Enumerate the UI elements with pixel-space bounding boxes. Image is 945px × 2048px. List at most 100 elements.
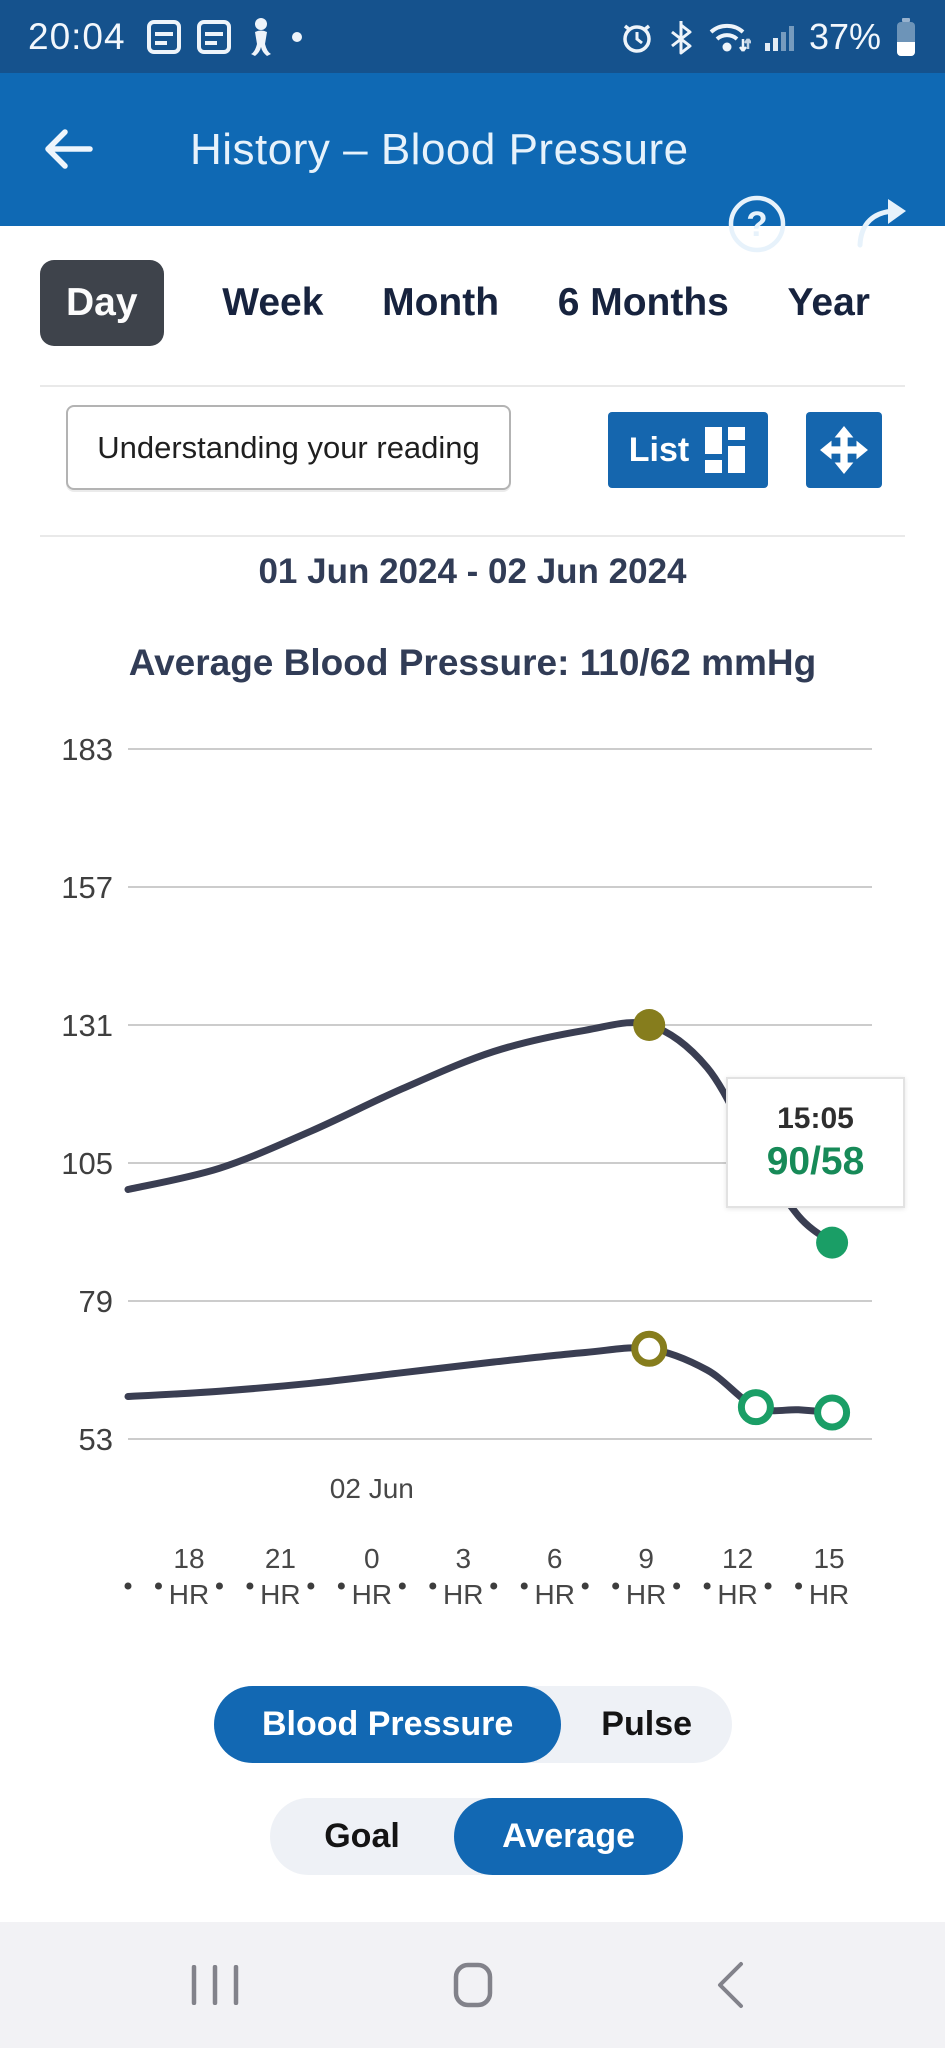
back-chevron-icon: [718, 1962, 743, 2008]
x-minor-dot: [673, 1582, 681, 1590]
tab-6-months[interactable]: 6 Months: [557, 281, 729, 324]
x-tick-unit-label: HR: [169, 1579, 209, 1610]
x-tick-unit-label: HR: [626, 1579, 666, 1610]
x-tick-hour-label: 21: [265, 1543, 296, 1574]
x-tick-unit-label: HR: [260, 1579, 300, 1610]
accessibility-person-icon: [250, 17, 271, 56]
help-button[interactable]: ?: [726, 193, 788, 260]
y-tick-label: 131: [61, 1008, 113, 1043]
x-minor-dot: [520, 1582, 528, 1590]
x-minor-dot: [154, 1582, 162, 1590]
home-button[interactable]: [438, 1950, 508, 2020]
tab-month[interactable]: Month: [382, 281, 500, 324]
memo-icon: [196, 19, 231, 54]
marker-olive-ring[interactable]: [631, 1330, 668, 1367]
android-nav-bar: [0, 1922, 945, 2048]
x-tick-hour-label: 3: [455, 1543, 471, 1574]
x-minor-dot: [124, 1582, 132, 1590]
toggle-goal[interactable]: Goal: [324, 1817, 400, 1855]
x-minor-dot: [795, 1582, 803, 1590]
series-line-diastolic: [124, 1344, 836, 1416]
understanding-reading-button[interactable]: Understanding your reading: [66, 405, 511, 490]
divider: [40, 535, 905, 537]
recents-icon: [191, 1965, 239, 2005]
back-arrow-icon: [45, 129, 93, 169]
app-header: History – Blood Pressure ?: [0, 73, 945, 253]
overlay-toggle: Goal Average: [270, 1798, 683, 1875]
battery-percent-text: 37%: [808, 15, 881, 57]
x-minor-dot: [612, 1582, 620, 1590]
home-icon: [453, 1962, 492, 2008]
status-bar: 20:04: [0, 0, 945, 73]
share-forward-icon: [857, 199, 906, 248]
marker-green-ring[interactable]: [737, 1389, 774, 1426]
toggle-pulse[interactable]: Pulse: [601, 1705, 693, 1743]
list-view-label: List: [628, 430, 690, 469]
list-grid-icon: [705, 427, 746, 473]
time-range-tabs: Day Week Month 6 Months Year: [40, 260, 870, 346]
x-minor-dot: [703, 1582, 711, 1590]
alarm-icon: [623, 24, 651, 53]
y-tick-label: 157: [61, 870, 113, 905]
marker-green-filled[interactable]: [816, 1226, 849, 1259]
toggle-average[interactable]: Average: [454, 1798, 683, 1875]
x-day-label: 02 Jun: [330, 1473, 414, 1504]
toggle-blood-pressure[interactable]: Blood Pressure: [214, 1686, 562, 1763]
average-bp-label: Average Blood Pressure: 110/62 mmHg: [128, 642, 817, 683]
x-tick-unit-label: HR: [534, 1579, 574, 1610]
wifi-arrows-icon: [709, 23, 751, 52]
understanding-reading-label: Understanding your reading: [97, 429, 480, 465]
x-minor-dot: [398, 1582, 406, 1590]
recents-button[interactable]: [180, 1950, 250, 2020]
x-tick-unit-label: HR: [352, 1579, 392, 1610]
y-tick-label: 53: [79, 1422, 113, 1457]
nav-back-button[interactable]: [695, 1950, 765, 2020]
bp-line-chart[interactable]: 183 157 131 105 79 53 18 HR 21 HR 0 HR 3 HR 6 HR 9 HR 12 HR…: [0, 735, 945, 1625]
x-tick-unit-label: HR: [443, 1579, 483, 1610]
tooltip-time: 15:05: [777, 1101, 854, 1135]
x-minor-dot: [429, 1582, 437, 1590]
x-minor-dot: [764, 1582, 772, 1590]
svg-text:?: ?: [746, 205, 767, 244]
battery-icon: [897, 17, 915, 56]
y-tick-label: 105: [61, 1146, 113, 1181]
y-tick-label: 183: [61, 735, 113, 767]
tooltip-value: 90/58: [766, 1139, 865, 1183]
x-tick-unit-label: HR: [717, 1579, 757, 1610]
notification-dot: [291, 31, 302, 42]
marker-green-ring[interactable]: [814, 1394, 851, 1431]
bluetooth-icon: [671, 20, 692, 54]
back-button[interactable]: [40, 123, 96, 180]
selected-reading-tooltip: 15:05 90/58: [726, 1077, 905, 1208]
x-tick-unit-label: HR: [809, 1579, 849, 1610]
move-chart-button[interactable]: [806, 412, 882, 488]
x-tick-hour-label: 15: [813, 1543, 844, 1574]
x-minor-dot: [246, 1582, 254, 1590]
clock-text: 20:04: [28, 15, 126, 57]
move-arrows-icon: [820, 426, 868, 474]
x-tick-hour-label: 0: [364, 1543, 380, 1574]
x-tick-hour-label: 6: [547, 1543, 563, 1574]
x-minor-dot: [581, 1582, 589, 1590]
x-minor-dot: [490, 1582, 498, 1590]
list-view-button[interactable]: List: [608, 412, 768, 488]
x-minor-dot: [337, 1582, 345, 1590]
x-tick-hour-label: 12: [722, 1543, 753, 1574]
marker-olive-filled[interactable]: [633, 1009, 666, 1041]
tab-year[interactable]: Year: [787, 281, 870, 324]
tab-day[interactable]: Day: [40, 260, 164, 346]
x-minor-dot: [307, 1582, 315, 1590]
tab-week[interactable]: Week: [222, 281, 324, 324]
help-circle-icon: ?: [728, 195, 786, 253]
y-tick-label: 79: [79, 1284, 113, 1319]
metric-toggle: Blood Pressure Pulse: [214, 1686, 732, 1763]
x-tick-hour-label: 18: [173, 1543, 204, 1574]
divider: [40, 385, 905, 387]
x-tick-hour-label: 9: [638, 1543, 654, 1574]
x-minor-dot: [215, 1582, 223, 1590]
memo-icon: [146, 19, 181, 54]
date-range-label: 01 Jun 2024 - 02 Jun 2024: [258, 552, 687, 591]
signal-bars-icon: [764, 25, 794, 51]
share-button[interactable]: [852, 195, 912, 256]
page-title: History – Blood Pressure: [190, 124, 689, 174]
